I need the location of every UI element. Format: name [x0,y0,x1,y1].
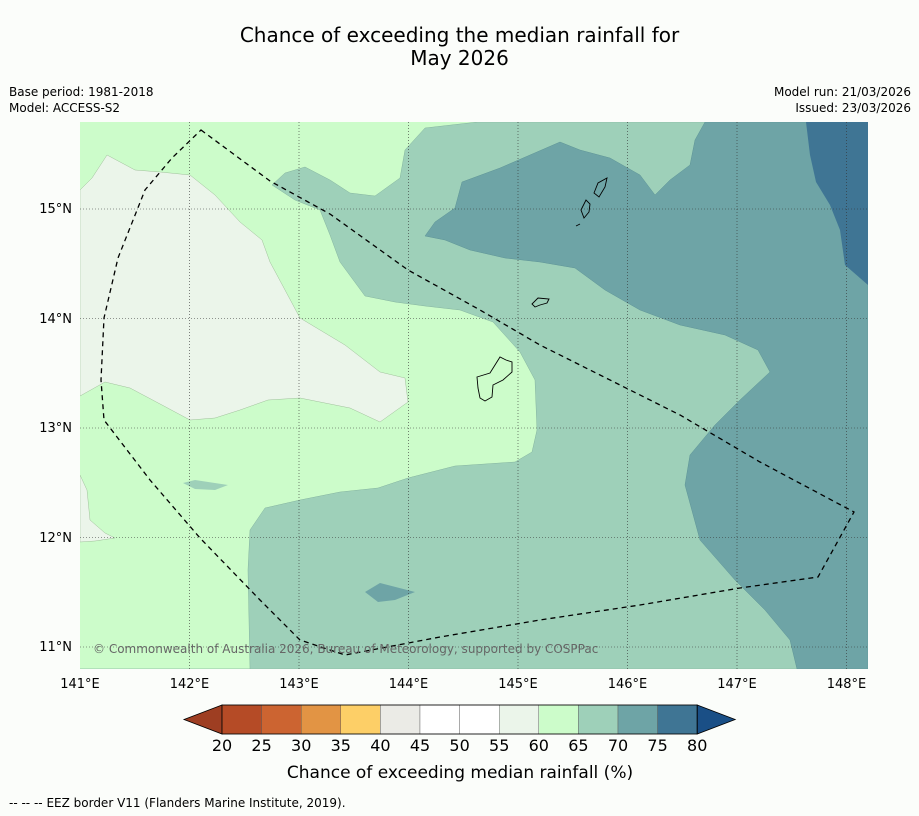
colorbar-segment [578,704,619,735]
colorbar-segment [380,704,421,735]
saipan-island [593,177,608,198]
model-run-date: Model run: 21/03/2026 [773,85,911,99]
tinian-island [580,199,591,219]
colorbar-extend-high [696,704,737,735]
eez-legend: -- -- -- EEZ border V11 (Flanders Marine… [9,796,346,810]
lat-tick-label: 11°N [39,640,72,655]
region-70-75-patch-south [365,583,415,602]
colorbar-segment [617,704,658,735]
colorbar-tick-label: 25 [251,736,271,755]
colorbar-tick-label: 75 [647,736,667,755]
rota-island [531,297,550,308]
lat-tick-label: 14°N [39,312,72,327]
model-name: Model: ACCESS-S2 [9,101,121,115]
lon-tick-label: 146°E [608,677,648,692]
colorbar-frame [221,704,698,735]
guam-island [476,356,513,402]
colorbar-segment [499,704,540,735]
copyright-text: © Commonwealth of Australia 2026, Bureau… [93,642,598,656]
island-outlines [476,177,608,402]
colorbar-segment [419,704,460,735]
colorbar-title: Chance of exceeding median rainfall (%) [287,763,633,783]
colorbar-segment [301,704,342,735]
region-55-60-west [80,154,409,423]
colorbar-segment [459,704,500,735]
colorbar-tick-label: 60 [529,736,549,755]
lon-tick-label: 141°E [60,677,100,692]
colorbar [182,704,737,735]
lat-tick-label: 15°N [39,202,72,217]
colorbar-tick-label: 70 [608,736,628,755]
colorbar-segment [221,704,262,735]
aguijan-island [575,223,581,227]
colorbar-tick-label: 55 [489,736,509,755]
region-55-60-southwest [80,474,116,543]
lon-tick-label: 144°E [389,677,429,692]
colorbar-tick-label: 30 [291,736,311,755]
region-65-70-patch-west [183,480,228,490]
colorbar-segment [261,704,302,735]
map-gridlines [80,122,868,669]
region-70-75-east [424,122,868,669]
map-plot-area [80,122,868,669]
lat-tick-label: 12°N [39,531,72,546]
region-75-80-northeast [806,122,868,285]
colorbar-segment [657,704,698,735]
eez-legend-symbol: -- -- -- [9,796,43,810]
colorbar-tick-label: 80 [687,736,707,755]
colorbar-tick-label: 40 [370,736,390,755]
colorbar-tick-label: 35 [331,736,351,755]
colorbar-tick-label: 65 [568,736,588,755]
colorbar-tick-label: 50 [449,736,469,755]
colorbar-tick-label: 45 [410,736,430,755]
colorbar-tick-label: 20 [212,736,232,755]
colorbar-segment [538,704,579,735]
eez-border [100,129,855,656]
map-title-line2: May 2026 [410,46,509,70]
lon-tick-label: 147°E [717,677,757,692]
map-title-line1: Chance of exceeding the median rainfall … [239,23,680,47]
latitude-ticks: 15°N 14°N 13°N 12°N 11°N [39,202,72,655]
base-period: Base period: 1981-2018 [9,85,154,99]
longitude-ticks: 141°E 142°E 143°E 144°E 145°E 146°E 147°… [60,677,866,692]
eez-legend-text: EEZ border V11 (Flanders Marine Institut… [46,796,346,810]
lat-tick-label: 13°N [39,421,72,436]
issued-date: Issued: 23/03/2026 [795,101,911,115]
colorbar-segment [340,704,381,735]
lon-tick-label: 143°E [279,677,319,692]
lon-tick-label: 142°E [170,677,210,692]
lon-tick-label: 148°E [827,677,867,692]
colorbar-tick-labels: 20 25 30 35 40 45 50 55 60 65 70 75 80 [212,736,708,755]
colorbar-extend-low [182,704,223,735]
lon-tick-label: 145°E [498,677,538,692]
